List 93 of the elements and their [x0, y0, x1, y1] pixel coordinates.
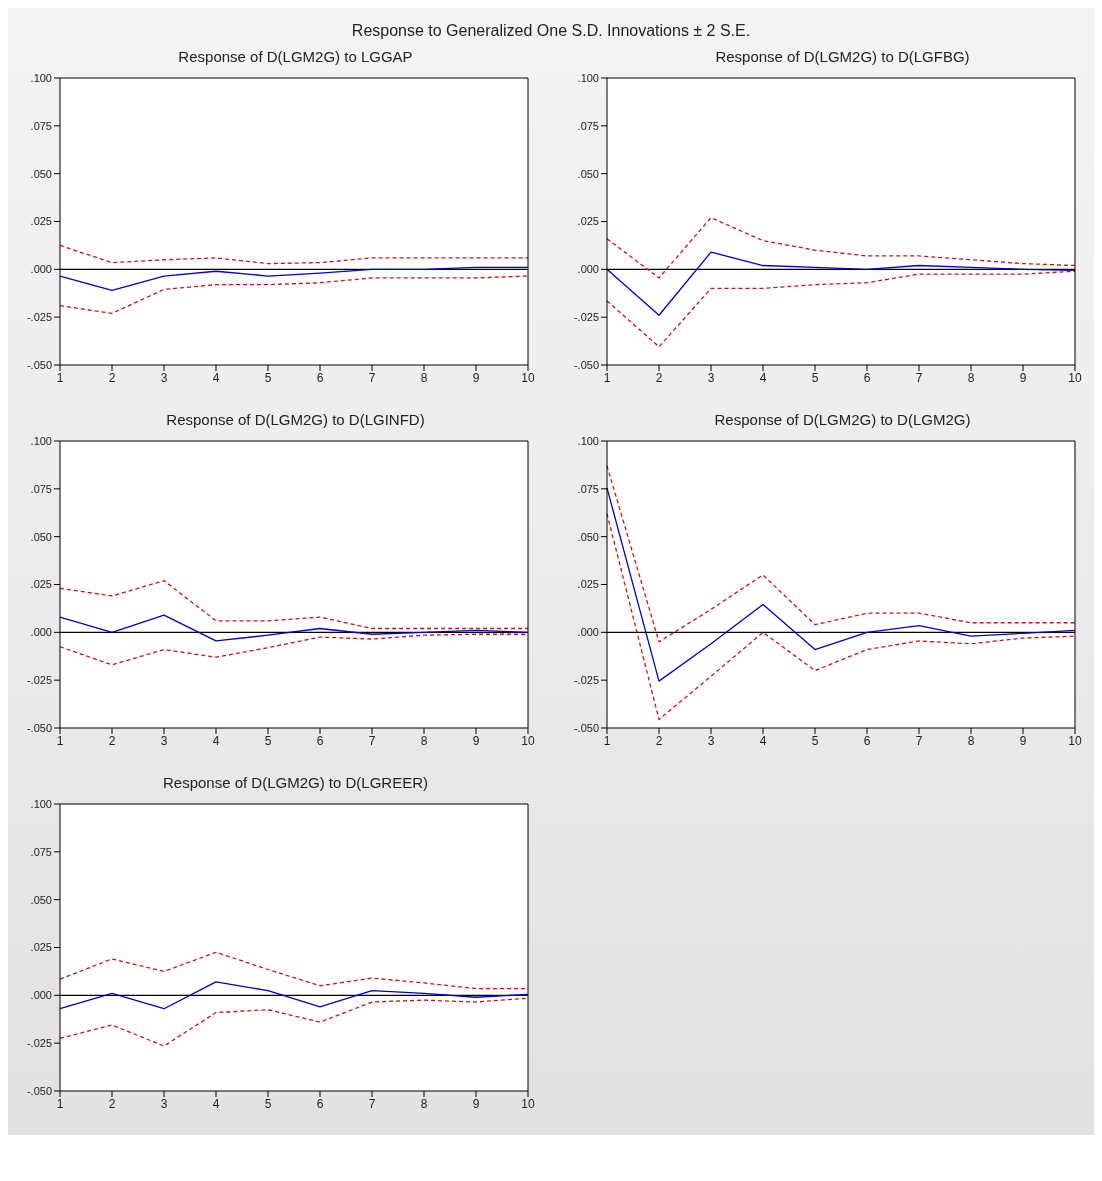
x-tick-label: 9: [472, 1096, 480, 1111]
x-tick-label: 7: [368, 733, 376, 748]
x-tick-label: 4: [212, 1096, 220, 1111]
x-tick-label: 1: [603, 733, 611, 748]
x-tick-label: 2: [108, 370, 116, 385]
y-tick-label: -.050: [26, 358, 52, 371]
chart-title: Response of D(LGM2G) to D(LGREER): [161, 774, 430, 791]
x-tick-label: 9: [1019, 370, 1027, 385]
y-tick-label: .000: [577, 263, 599, 276]
x-tick-label: 9: [1019, 733, 1027, 748]
y-tick-label: .100: [577, 71, 599, 84]
y-tick-label: .025: [577, 215, 599, 228]
y-tick-label: .025: [577, 578, 599, 591]
y-tick-label: -.025: [573, 311, 599, 324]
y-tick-label: .000: [30, 263, 52, 276]
x-tick-label: 5: [811, 733, 819, 748]
x-tick-label: 2: [108, 733, 116, 748]
y-tick-label: .100: [577, 434, 599, 447]
x-tick-label: 5: [264, 370, 272, 385]
x-tick-label: 7: [368, 1096, 376, 1111]
x-tick-label: 8: [420, 1096, 428, 1111]
y-tick-label: .025: [30, 941, 52, 954]
x-tick-label: 1: [603, 370, 611, 385]
y-tick-label: .100: [30, 434, 52, 447]
x-tick-label: 8: [420, 733, 428, 748]
x-tick-label: 1: [56, 733, 64, 748]
x-tick-label: 6: [863, 370, 871, 385]
x-tick-label: 3: [160, 370, 168, 385]
x-tick-label: 1: [56, 1096, 64, 1111]
x-tick-label: 6: [863, 733, 871, 748]
x-tick-label: 4: [212, 733, 220, 748]
x-tick-label: 4: [212, 370, 220, 385]
x-tick-label: 8: [967, 733, 975, 748]
y-tick-label: .025: [30, 215, 52, 228]
y-tick-label: .000: [30, 989, 52, 1002]
y-tick-label: .050: [30, 167, 52, 180]
x-tick-label: 7: [915, 733, 923, 748]
y-tick-label: .100: [30, 71, 52, 84]
y-tick-label: .075: [577, 119, 599, 132]
x-tick-label: 4: [759, 370, 767, 385]
x-tick-label: 8: [967, 370, 975, 385]
y-tick-label: -.050: [26, 1084, 52, 1097]
x-tick-label: 6: [316, 370, 324, 385]
y-tick-label: .050: [577, 167, 599, 180]
x-tick-label: 3: [707, 733, 715, 748]
x-tick-label: 5: [264, 1096, 272, 1111]
x-tick-label: 10: [521, 370, 535, 385]
x-tick-label: 1: [56, 370, 64, 385]
y-tick-label: -.050: [573, 721, 599, 734]
y-tick-label: .100: [30, 797, 52, 810]
x-tick-label: 6: [316, 733, 324, 748]
y-tick-label: -.050: [573, 358, 599, 371]
x-tick-label: 2: [108, 1096, 116, 1111]
chart-subtitle: Response of D(LGM2G) to LGGAP: [177, 48, 414, 65]
x-tick-label: 6: [316, 1096, 324, 1111]
y-tick-label: .050: [577, 530, 599, 543]
x-tick-label: 3: [160, 733, 168, 748]
y-tick-label: .075: [30, 845, 52, 858]
chart-title: Response to Generalized One S.D. Innovations ± 2 S.E.: [350, 21, 752, 40]
x-tick-label: 8: [420, 370, 428, 385]
x-tick-label: 2: [655, 733, 663, 748]
x-tick-label: 2: [655, 370, 663, 385]
y-tick-label: .000: [30, 626, 52, 639]
y-tick-label: -.025: [26, 311, 52, 324]
x-tick-label: 10: [1068, 733, 1082, 748]
y-tick-label: .050: [30, 893, 52, 906]
y-tick-label: .050: [30, 530, 52, 543]
x-tick-label: 5: [264, 733, 272, 748]
x-tick-label: 7: [915, 370, 923, 385]
y-tick-label: -.025: [26, 1037, 52, 1050]
x-tick-label: 9: [472, 733, 480, 748]
x-tick-label: 3: [707, 370, 715, 385]
line-series: [59, 244, 529, 265]
y-tick-label: .075: [30, 482, 52, 495]
y-tick-label: -.025: [26, 674, 52, 687]
x-tick-label: 9: [472, 370, 480, 385]
y-tick-label: .025: [30, 578, 52, 591]
chart-title: Response of D(LGM2G) to D(LGINFD): [165, 411, 426, 428]
x-tick-label: 4: [759, 733, 767, 748]
x-tick-label: 10: [521, 733, 535, 748]
y-tick-label: -.050: [26, 721, 52, 734]
y-tick-label: .075: [577, 482, 599, 495]
line-series: [59, 275, 529, 314]
chart-title: Response of D(LGM2G) to D(LGM2G): [713, 411, 972, 428]
x-tick-label: 10: [1068, 370, 1082, 385]
y-tick-label: .075: [30, 119, 52, 132]
x-tick-label: 3: [160, 1096, 168, 1111]
y-tick-label: -.025: [573, 674, 599, 687]
chart-title: Response of D(LGM2G) to D(LGFBG): [714, 48, 971, 65]
y-tick-label: .000: [577, 626, 599, 639]
x-tick-label: 5: [811, 370, 819, 385]
x-tick-label: 10: [521, 1096, 535, 1111]
x-tick-label: 7: [368, 370, 376, 385]
